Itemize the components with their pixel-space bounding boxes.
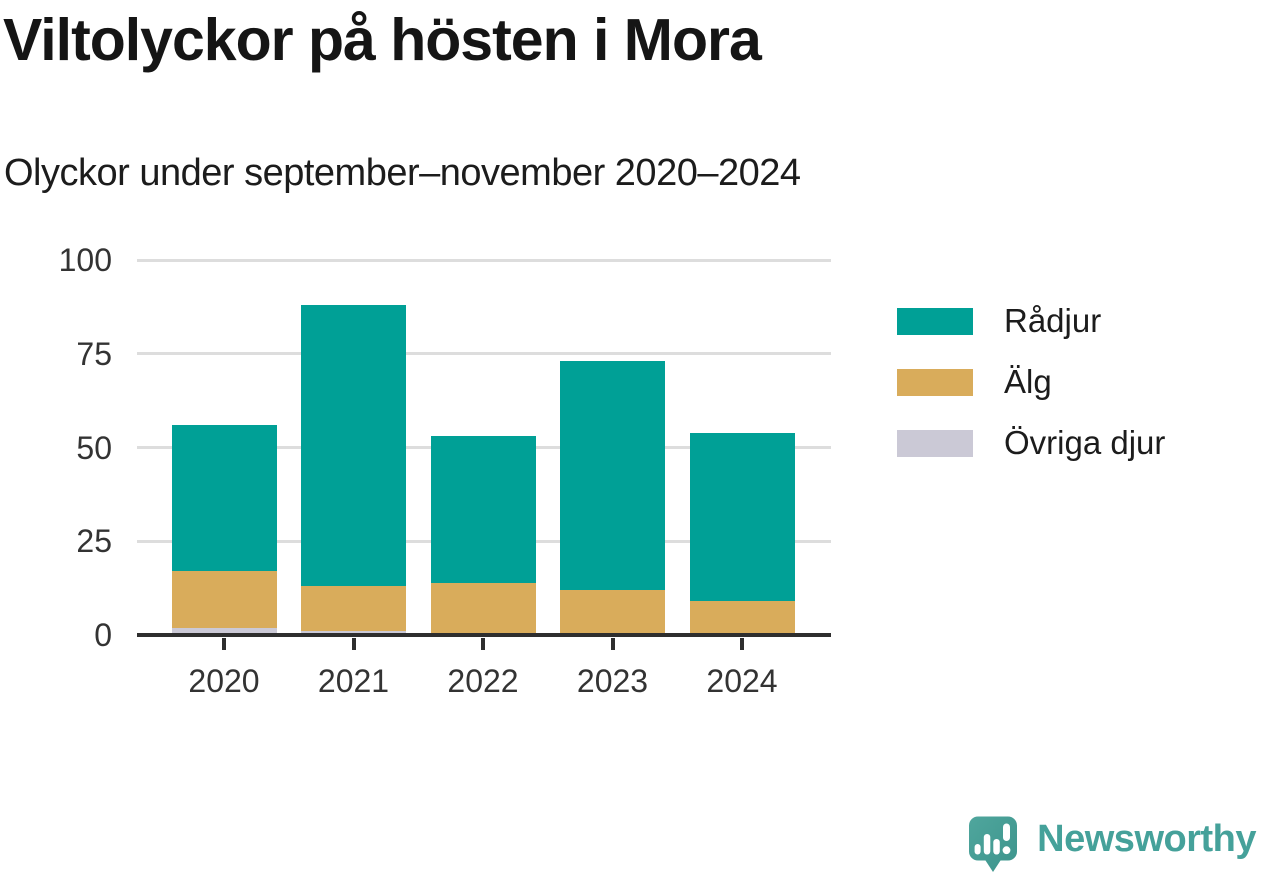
x-tick-2022 [481, 638, 485, 650]
legend: Rådjur Älg Övriga djur [897, 300, 1165, 483]
x-tick-2023 [610, 638, 615, 650]
bar-segment-2023-Rådjur [560, 361, 665, 590]
exclamation-dot [1002, 846, 1011, 855]
chart-title: Viltolyckor på hösten i Mora [3, 7, 762, 73]
legend-swatch-Rådjur [897, 307, 973, 335]
legend-label-Övriga djur: Övriga djur [1004, 424, 1166, 461]
y-tick-label-100: 100 [58, 242, 112, 278]
x-tick-2021 [351, 638, 356, 650]
bar-segment-2024-Älg [689, 601, 795, 635]
x-tick-label-2020: 2020 [188, 663, 260, 699]
legend-swatch-Övriga djur [897, 429, 973, 457]
y-tick-label-75: 75 [76, 335, 112, 372]
x-tick-2024 [740, 638, 744, 650]
bar-segment-2024-Rådjur [689, 432, 795, 602]
chart-subtitle: Olyckor under september–november 2020–20… [4, 152, 801, 194]
bar-segment-2023-Älg [560, 590, 665, 635]
x-tick-2020 [222, 638, 226, 650]
x-tick-label-2022: 2022 [447, 663, 519, 699]
y-tick-label-50: 50 [76, 429, 112, 466]
legend-label-Älg: Älg [1004, 363, 1052, 400]
legend-swatch-Älg [897, 368, 973, 396]
bar-segment-2021-Rådjur [301, 305, 406, 587]
legend-row-Övriga djur: Övriga djur [897, 422, 1165, 464]
bar-segment-2022-Älg [430, 582, 536, 635]
bar-segment-2021-Älg [301, 586, 406, 632]
gridline-100 [137, 258, 831, 262]
brand-footer: Newsworthy [968, 816, 1256, 873]
y-tick-label-25: 25 [76, 523, 112, 560]
legend-row-Rådjur: Rådjur [897, 300, 1165, 342]
x-tick-label-2021: 2021 [317, 663, 390, 699]
bar-segment-2020-Övriga djur [171, 627, 277, 635]
exclamation-bar [1003, 823, 1011, 841]
x-tick-label-2023: 2023 [576, 663, 649, 699]
legend-label-Rådjur: Rådjur [1004, 302, 1102, 339]
bar-segment-2022-Rådjur [430, 436, 536, 583]
gridline-75 [137, 352, 831, 356]
legend-row-Älg: Älg [897, 361, 1165, 403]
speech-bubble-shape [969, 816, 1018, 872]
brand-name: Newsworthy [1037, 818, 1256, 860]
bar-segment-2020-Älg [171, 571, 277, 628]
x-tick-label-2024: 2024 [706, 663, 778, 699]
y-tick-label-0: 0 [94, 617, 112, 653]
bar-segment-2020-Rådjur [171, 425, 277, 572]
x-axis-line [137, 633, 831, 637]
newsworthy-logo-icon [969, 816, 1018, 872]
mini-bar-chart-glyph [974, 823, 1011, 855]
